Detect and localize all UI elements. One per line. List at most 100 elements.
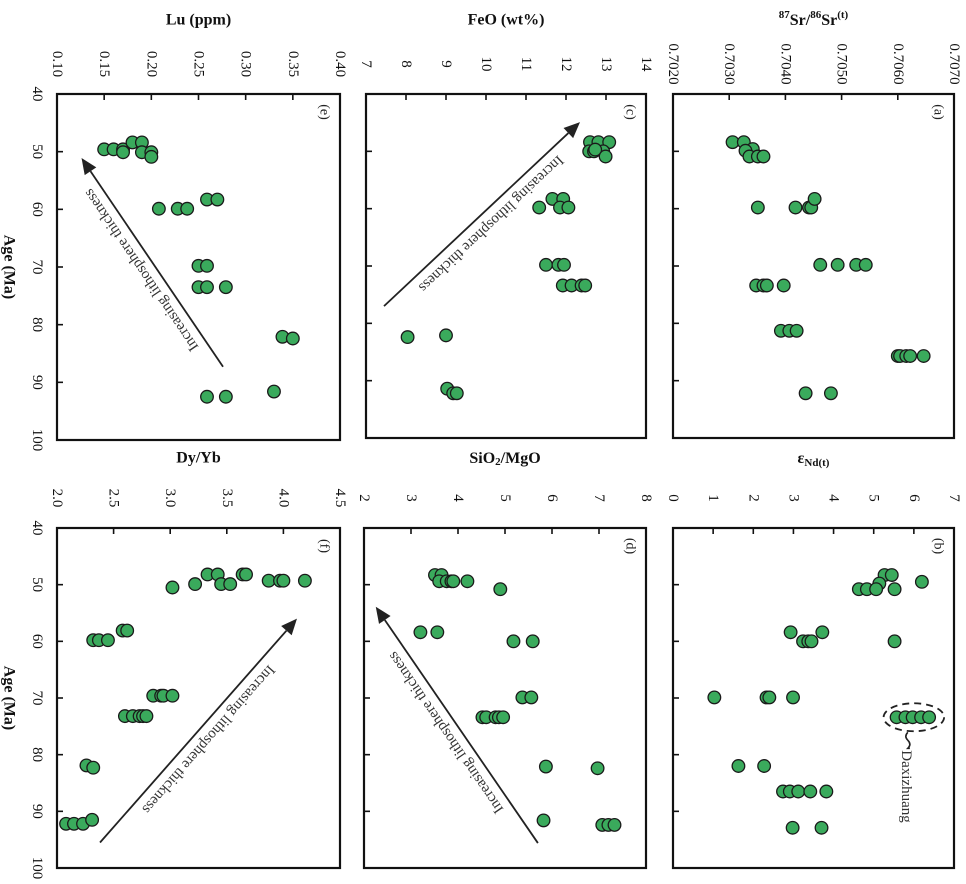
data-point	[413, 625, 428, 640]
data-point	[449, 386, 464, 401]
value-tick-label: 4	[826, 494, 842, 502]
data-point	[914, 574, 929, 589]
value-tick-label: 0.7070	[946, 43, 962, 84]
value-axis-title: Dy/Yb	[176, 450, 221, 467]
daxizhuang-ellipse	[882, 702, 946, 733]
age-tick-label: 100	[29, 857, 45, 880]
trend-arrow-label: Increasing lithosphere thickness	[139, 662, 278, 817]
value-tick-label: 4	[450, 494, 466, 502]
data-point	[86, 760, 101, 775]
data-point	[578, 278, 593, 293]
data-point	[707, 690, 722, 705]
data-point	[539, 257, 553, 272]
trend-arrow-line	[99, 630, 288, 844]
data-point	[819, 784, 834, 799]
data-point	[139, 709, 154, 724]
value-tick-label: 6	[544, 494, 560, 502]
trend-arrow-head	[375, 606, 391, 624]
value-tick-label: 2	[745, 494, 761, 502]
data-point	[598, 149, 613, 164]
value-tick-label: 0.30	[238, 51, 254, 77]
data-point	[762, 690, 777, 705]
data-point	[607, 817, 622, 832]
age-tick-label: 80	[29, 317, 45, 332]
data-point	[887, 634, 902, 649]
trend-arrow-line	[89, 170, 224, 368]
data-point	[903, 349, 918, 363]
data-point	[776, 278, 791, 293]
value-tick-label: 1	[705, 494, 721, 502]
age-tick-label: 50	[29, 144, 45, 159]
panel-b: 0 1 2 3 4 5 6 7 εNd(t) (b) Daxizhuang	[665, 450, 962, 870]
trend-arrow-line	[384, 619, 539, 844]
age-tick-label: 50	[29, 577, 45, 592]
data-point	[85, 812, 100, 827]
plot-frame	[362, 526, 648, 870]
data-point	[285, 331, 300, 346]
panel-c: 7 8 9 10 11 12 13 14 FeO (wt%) (c) Increasing lith…	[358, 12, 654, 440]
value-tick-label: 4.5	[332, 489, 348, 508]
data-point	[532, 200, 547, 215]
data-point	[496, 710, 511, 725]
data-point	[210, 192, 225, 207]
age-tick-label: 60	[29, 202, 45, 217]
age-tick-label: 60	[29, 634, 45, 649]
data-point	[165, 580, 180, 595]
daxizhuang-label: Daxizhuang	[898, 750, 914, 823]
data-point	[803, 784, 818, 799]
data-point	[116, 145, 130, 160]
data-point	[590, 761, 605, 776]
data-point	[400, 330, 415, 345]
panel-label: (a)	[931, 104, 946, 120]
data-point	[823, 386, 838, 401]
value-axis-title: FeO (wt%)	[468, 12, 545, 29]
annotation-leader	[905, 731, 911, 750]
data-point	[151, 201, 166, 216]
panel-d: 2 3 4 5 6 7 8 SiO2/MgO (d) Increasing lithosphere…	[356, 450, 654, 870]
value-tick-label: 8	[638, 494, 654, 502]
data-point	[200, 258, 214, 273]
value-tick-label: 0.10	[49, 51, 65, 77]
value-tick-label: 0.35	[285, 51, 301, 77]
age-tick-label: 90	[29, 375, 45, 390]
data-point	[757, 759, 772, 773]
data-point	[785, 820, 800, 835]
data-point	[858, 257, 873, 272]
data-point	[830, 257, 845, 272]
data-point	[430, 625, 445, 640]
data-point	[538, 759, 553, 774]
data-point	[200, 389, 214, 404]
data-point	[165, 688, 180, 703]
value-axis-title: εNd(t)	[798, 450, 830, 470]
value-tick-label: 7	[946, 494, 962, 502]
value-axis-title: 87Sr/86Sr(t)	[779, 9, 849, 29]
trend-arrow-line	[383, 132, 569, 307]
value-tick-label: 0.7050	[834, 43, 850, 84]
data-point	[180, 201, 195, 216]
data-point	[239, 567, 253, 582]
value-tick-label: 4.0	[275, 489, 291, 508]
value-tick-label: 0.7030	[721, 43, 737, 84]
data-point	[218, 280, 233, 295]
value-tick-label: 2.0	[49, 489, 65, 508]
value-tick-label: 3	[785, 494, 801, 502]
value-axis-title: SiO2/MgO	[469, 450, 540, 469]
data-point	[815, 625, 830, 640]
value-tick-label: 6	[906, 494, 922, 502]
value-tick-label: 3.5	[219, 489, 235, 508]
value-tick-label: 2.5	[106, 489, 122, 508]
trend-arrow-label: Increasing lithosphere thickness	[385, 648, 507, 816]
data-point	[789, 323, 804, 338]
value-tick-label: 0.25	[191, 51, 207, 77]
data-point	[807, 191, 822, 206]
data-point	[218, 389, 233, 404]
data-point	[814, 820, 829, 835]
data-point	[536, 813, 551, 828]
value-tick-label: 5	[497, 494, 513, 502]
data-point	[120, 623, 135, 638]
data-point	[144, 149, 159, 164]
data-point	[525, 634, 540, 649]
trend-arrow-head	[281, 618, 297, 636]
data-point	[506, 634, 521, 649]
